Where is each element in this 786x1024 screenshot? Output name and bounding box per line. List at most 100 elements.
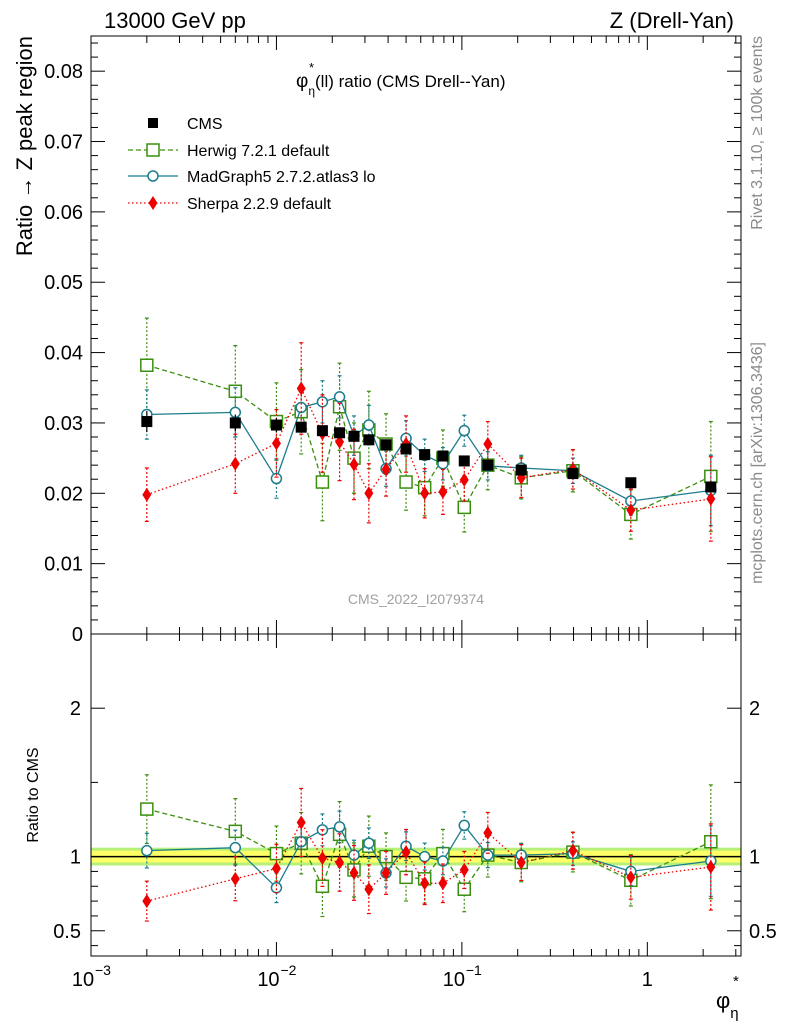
- data-point-cms: [363, 434, 375, 446]
- upper-panel: 0 0.01 0.02 0.03 0.04 0.05 0.06 0.07 0.08: [44, 35, 742, 646]
- legend-marker-cms: [148, 118, 158, 128]
- data-point-sherpa: [349, 457, 359, 472]
- ratio-y-tick-label: 1: [70, 847, 81, 869]
- x-tick-label: 1: [642, 969, 653, 991]
- title-symbol: φ: [296, 71, 308, 92]
- ratio-line-sherpa: [146, 821, 711, 902]
- ratio-point-madgraph5: [458, 819, 471, 832]
- series-line-madgraph5: [146, 396, 711, 502]
- data-point-cms: [437, 450, 449, 462]
- ratio-point-sherpa: [381, 865, 391, 880]
- rivet-label: Rivet 3.1.10, ≥ 100k events: [749, 36, 766, 230]
- y-tick-label: 0.02: [44, 483, 83, 505]
- ratio-y-tick-label-right: 2: [749, 698, 760, 720]
- ratio-point-madgraph5: [229, 841, 242, 854]
- mcplots-label: mcplots.cern.ch [arXiv:1306.3436]: [749, 342, 766, 584]
- data-point-cms: [400, 443, 412, 455]
- header-left: 13000 GeV pp: [104, 8, 246, 33]
- ratio-point-sherpa: [401, 845, 411, 860]
- y-tick-label: 0.04: [44, 343, 83, 365]
- ratio-point-herwig: [399, 870, 413, 885]
- data-point-sherpa: [364, 486, 374, 501]
- ratio-point-sherpa: [230, 871, 240, 886]
- data-point-sherpa: [230, 456, 240, 471]
- ratio-y-tick-label: 2: [70, 698, 81, 720]
- ratio-point-sherpa: [568, 843, 578, 858]
- title-sup: *: [309, 60, 314, 75]
- data-point-herwig: [457, 500, 472, 515]
- y-tick-label: 0.03: [44, 413, 83, 435]
- x-tick-label-exp: −3: [95, 962, 111, 978]
- ratio-point-madgraph5: [418, 850, 431, 863]
- data-point-sherpa: [483, 437, 493, 452]
- y-tick-label: 0.08: [44, 61, 83, 83]
- data-point-sherpa: [438, 484, 448, 499]
- ratio-line-madgraph5: [146, 824, 711, 889]
- x-tick-label: 10: [443, 969, 465, 991]
- data-point-cms: [295, 421, 307, 433]
- ratio-y-tick-label-right: 0.5: [749, 921, 777, 943]
- data-point-sherpa: [271, 436, 281, 451]
- data-point-cms: [270, 419, 282, 431]
- ratio-point-madgraph5: [270, 881, 283, 894]
- data-point-cms: [705, 481, 717, 493]
- xlabel-sup: *: [733, 973, 739, 990]
- ratio-point-herwig: [140, 802, 154, 816]
- data-point-cms: [348, 430, 360, 442]
- ratio-point-sherpa: [420, 876, 430, 891]
- legend-label-sherpa: Sherpa 2.2.9 default: [187, 196, 332, 213]
- data-point-sherpa: [626, 503, 636, 518]
- upper-ylabel: Ratio → Z peak region: [12, 36, 37, 256]
- data-point-cms: [567, 468, 579, 480]
- xlabel: φη: [716, 988, 739, 1022]
- data-point-cms: [625, 477, 637, 489]
- data-point-cms: [316, 425, 328, 437]
- ratio-point-sherpa: [271, 861, 281, 876]
- ratio-point-sherpa: [706, 859, 716, 874]
- ratio-point-sherpa: [626, 870, 636, 885]
- ratio-y-tick-label-right: 1: [749, 847, 760, 869]
- data-point-sherpa: [296, 381, 306, 396]
- legend: CMS Herwig 7.2.1 default MadGraph5 2.7.2…: [128, 116, 376, 213]
- data-point-madgraph5: [333, 391, 346, 403]
- data-point-sherpa: [420, 486, 430, 501]
- legend-marker-madgraph: [147, 170, 159, 182]
- watermark: CMS_2022_I2079374: [348, 591, 484, 607]
- ratio-point-madgraph5: [333, 821, 346, 833]
- ratio-point-madgraph5: [437, 855, 449, 867]
- data-point-herwig: [315, 475, 330, 489]
- plot-title: φη(ll) ratio (CMS Drell--Yan): [296, 71, 506, 98]
- data-point-herwig: [399, 475, 413, 489]
- ratio-point-sherpa: [483, 825, 493, 840]
- x-tick-label: 10: [257, 969, 279, 991]
- legend-label-cms: CMS: [187, 116, 223, 133]
- lower-frame: [90, 633, 742, 957]
- y-tick-label: 0.05: [44, 272, 83, 294]
- data-point-sherpa: [381, 462, 391, 477]
- data-point-cms: [482, 459, 494, 471]
- y-tick-label: 0: [72, 624, 83, 646]
- y-tick-label: 0.06: [44, 202, 83, 224]
- ratio-point-sherpa: [142, 894, 152, 909]
- data-point-madgraph5: [270, 472, 283, 485]
- data-point-sherpa: [335, 434, 345, 449]
- x-tick-label: 10: [72, 969, 94, 991]
- xlabel-sub: η: [730, 1005, 738, 1022]
- data-point-cms: [419, 449, 431, 461]
- header-right: Z (Drell-Yan): [610, 8, 734, 33]
- data-point-cms: [141, 416, 153, 428]
- data-point-madgraph5: [458, 424, 471, 437]
- ratio-point-sherpa: [317, 851, 327, 866]
- title-sub: η: [308, 84, 315, 98]
- data-point-herwig: [228, 384, 243, 399]
- ratio-point-sherpa: [296, 815, 306, 830]
- data-point-sherpa: [459, 472, 469, 487]
- series-line-herwig: [146, 364, 712, 516]
- x-tick-label-exp: −1: [466, 962, 482, 978]
- ratio-point-sherpa: [349, 865, 359, 880]
- ratio-point-madgraph5: [141, 844, 153, 857]
- data-point-sherpa: [142, 487, 152, 502]
- lower-ylabel: Ratio to CMS: [25, 747, 42, 842]
- y-tick-label: 0.01: [44, 554, 83, 576]
